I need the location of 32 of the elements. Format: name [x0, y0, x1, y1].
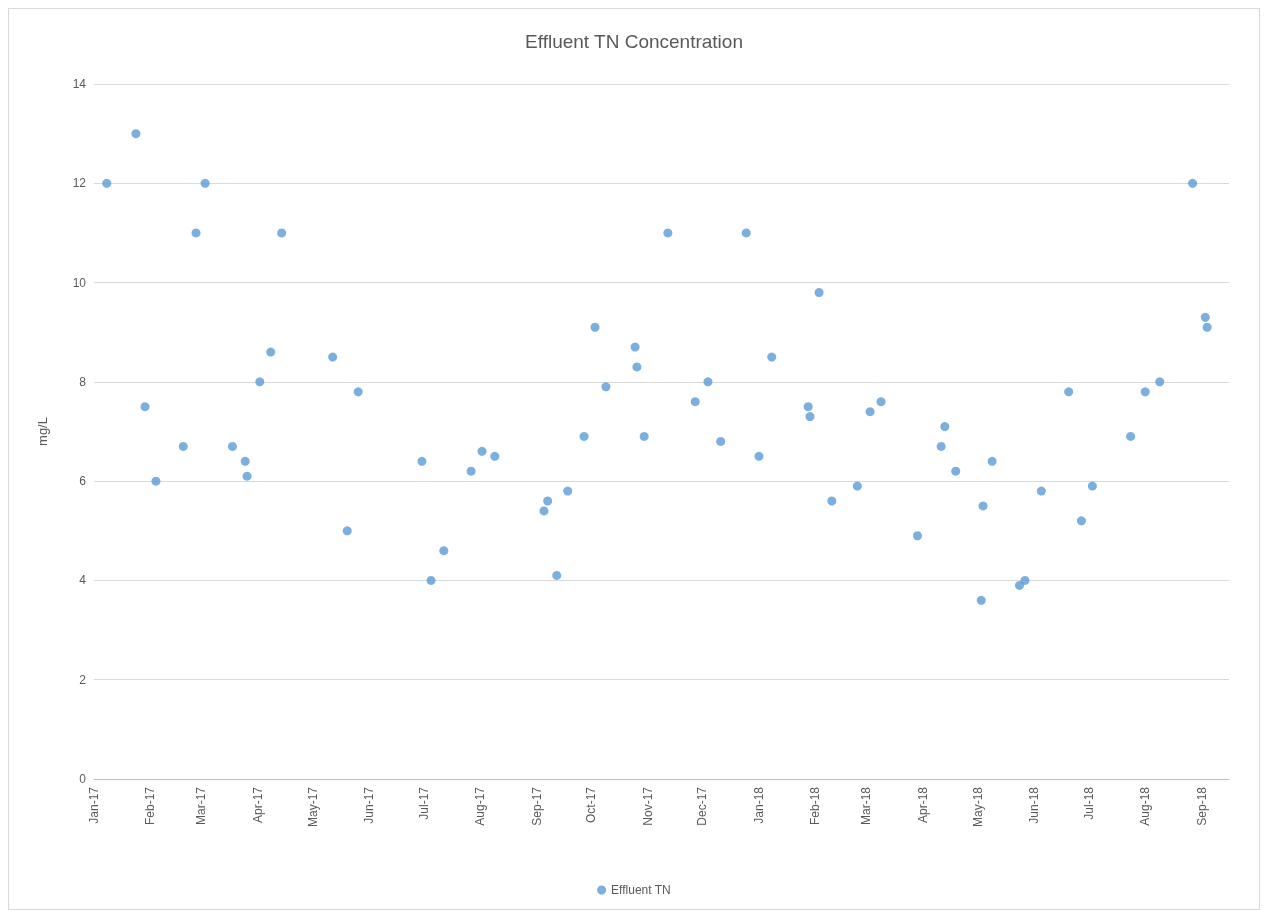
- x-tick-label: Jun-18: [1027, 786, 1042, 824]
- y-tick-label: 6: [79, 474, 87, 489]
- x-tick-label: Mar-18: [859, 786, 874, 826]
- x-tick-label: Jul-17: [416, 786, 431, 820]
- x-tick-label: Apr-17: [250, 786, 265, 824]
- y-axis-title: mg/L: [35, 417, 50, 446]
- x-tick-label: Sep-18: [1194, 786, 1209, 826]
- y-tick-label: 14: [72, 77, 87, 91]
- x-tick-label: Dec-17: [695, 786, 710, 826]
- y-tick-label: 0: [79, 772, 87, 786]
- x-tick-label: Sep-17: [529, 786, 544, 826]
- legend-label: Effluent TN: [611, 883, 671, 897]
- x-tick-label: Feb-18: [808, 786, 823, 826]
- x-tick-label: Apr-18: [915, 786, 930, 824]
- x-tick-label: May-18: [970, 786, 985, 828]
- x-tick-label: Feb-17: [143, 786, 158, 826]
- x-tick-label: Jan-17: [87, 786, 101, 824]
- y-tick-label: 4: [79, 573, 87, 588]
- y-tick-label: 2: [79, 672, 87, 687]
- y-tick-label: 12: [72, 176, 87, 191]
- x-tick-label: Oct-17: [584, 786, 599, 824]
- x-tick-label: Jan-18: [751, 786, 766, 824]
- x-tick-label: Aug-18: [1138, 786, 1153, 826]
- x-tick-label: Jun-17: [362, 786, 377, 824]
- x-tick-label: Jul-18: [1081, 786, 1096, 820]
- x-tick-label: Mar-17: [194, 786, 209, 826]
- x-tick-label: May-17: [305, 786, 320, 828]
- y-tick-label: 10: [72, 275, 87, 290]
- chart-title: Effluent TN Concentration: [525, 31, 743, 52]
- x-tick-label: Nov-17: [640, 786, 655, 826]
- x-tick-label: Aug-17: [473, 786, 488, 826]
- y-tick-label: 8: [79, 374, 87, 389]
